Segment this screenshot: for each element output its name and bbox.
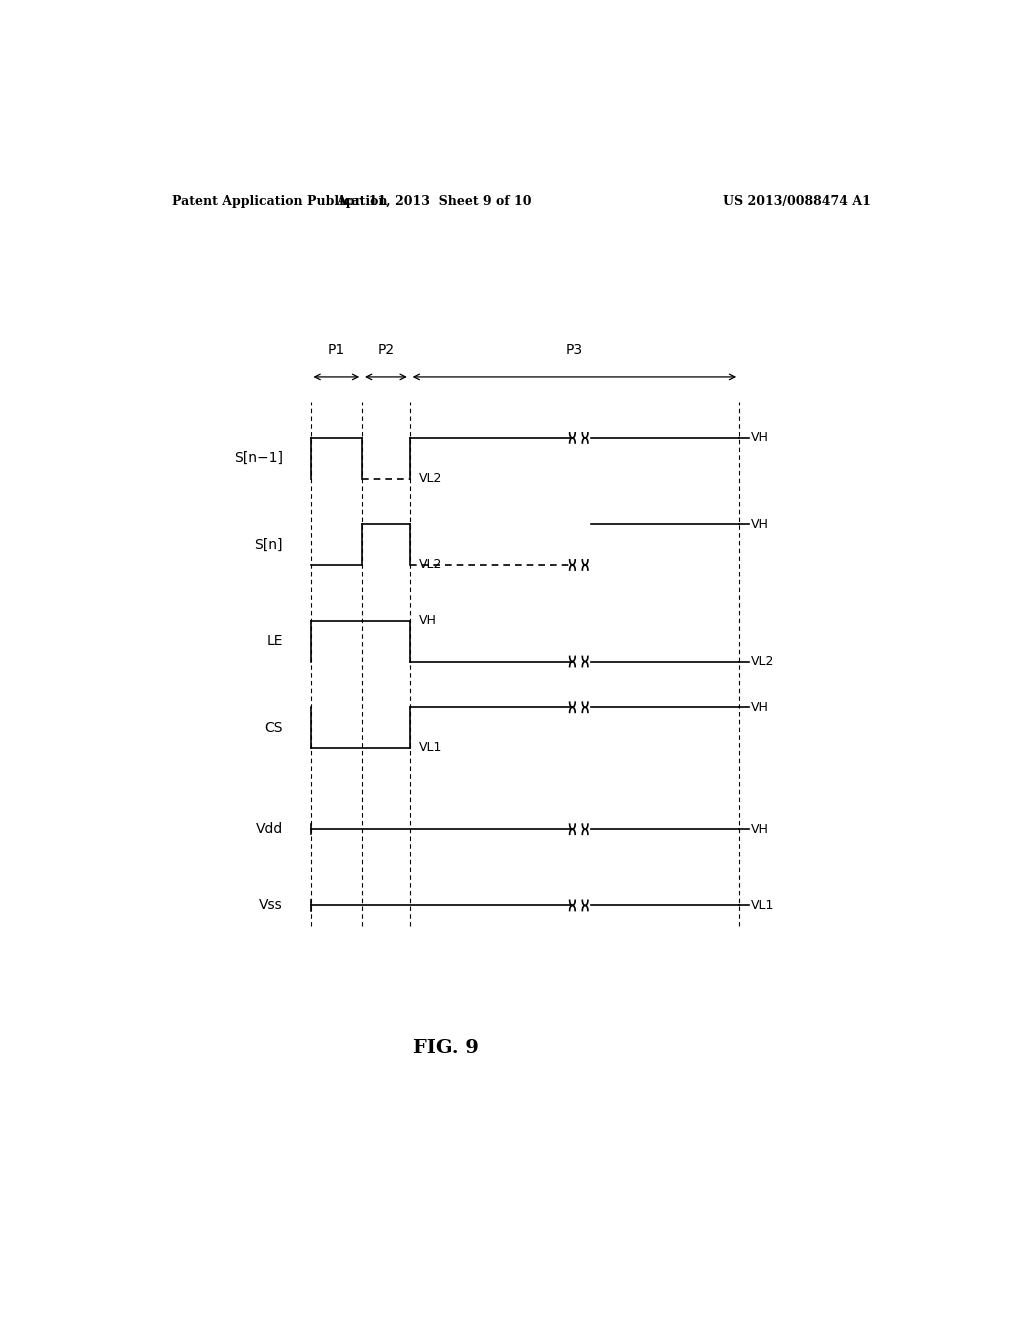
Text: Vdd: Vdd	[256, 822, 283, 837]
Text: VL1: VL1	[751, 899, 774, 912]
Text: US 2013/0088474 A1: US 2013/0088474 A1	[723, 194, 871, 207]
Text: VL2: VL2	[419, 473, 442, 484]
Text: VL2: VL2	[751, 655, 774, 668]
Text: LE: LE	[266, 634, 283, 648]
Text: VH: VH	[751, 701, 769, 714]
Text: Patent Application Publication: Patent Application Publication	[172, 194, 387, 207]
Text: VH: VH	[751, 822, 769, 836]
Text: P2: P2	[378, 343, 394, 356]
Text: Apr. 11, 2013  Sheet 9 of 10: Apr. 11, 2013 Sheet 9 of 10	[336, 194, 531, 207]
Text: VH: VH	[751, 432, 769, 445]
Text: CS: CS	[264, 721, 283, 735]
Text: VH: VH	[419, 614, 437, 627]
Text: FIG. 9: FIG. 9	[413, 1039, 478, 1057]
Text: S[n]: S[n]	[254, 537, 283, 552]
Text: VL1: VL1	[419, 742, 442, 755]
Text: Vss: Vss	[259, 899, 283, 912]
Text: P3: P3	[566, 343, 583, 356]
Text: S[n−1]: S[n−1]	[233, 451, 283, 465]
Text: VL2: VL2	[419, 558, 442, 572]
Text: P1: P1	[328, 343, 345, 356]
Text: VH: VH	[751, 517, 769, 531]
